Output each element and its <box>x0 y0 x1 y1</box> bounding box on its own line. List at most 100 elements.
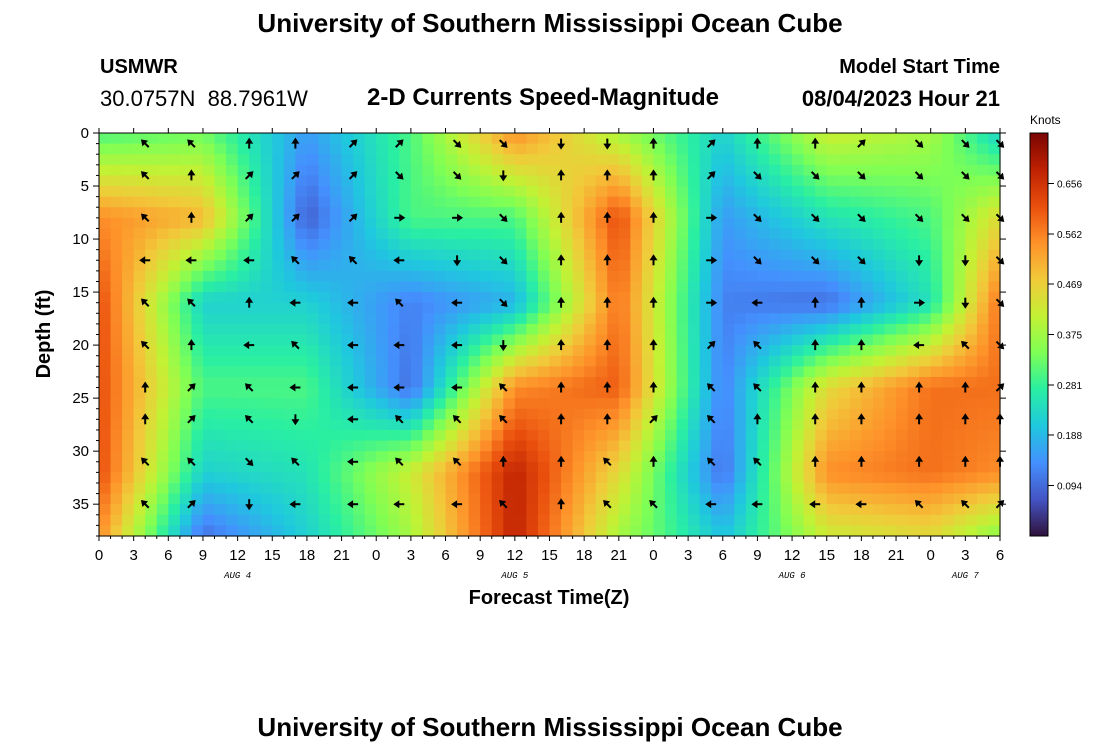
heatmap-cell <box>572 366 585 378</box>
heatmap-cell <box>283 493 296 505</box>
heatmap-cell <box>734 154 747 166</box>
heatmap-cell <box>526 398 539 410</box>
heatmap-cell <box>930 270 943 283</box>
heatmap-cell <box>133 376 146 389</box>
heatmap-cell <box>145 270 158 283</box>
heatmap-cell <box>457 143 470 155</box>
heatmap-cell <box>699 249 712 261</box>
current-vector <box>603 138 612 150</box>
heatmap-cell <box>549 270 562 283</box>
heatmap-cell <box>399 270 412 283</box>
heatmap-cell <box>745 143 759 155</box>
heatmap-cell <box>364 514 377 526</box>
heatmap-cell <box>179 451 193 463</box>
heatmap-cell <box>214 461 227 473</box>
heatmap-cell <box>226 207 239 219</box>
heatmap-cell <box>306 398 320 410</box>
heatmap-cell <box>514 292 527 304</box>
heatmap-cell <box>468 345 481 357</box>
heatmap-cell <box>618 260 631 272</box>
heatmap-cell <box>122 514 135 526</box>
heatmap-cell <box>872 387 886 399</box>
heatmap-cell <box>653 398 666 410</box>
heatmap-cell <box>861 429 874 442</box>
heatmap-cell <box>630 239 643 251</box>
heatmap-cell <box>283 313 296 325</box>
heatmap-cell <box>110 387 123 399</box>
heatmap-cell <box>410 207 424 219</box>
heatmap-cell <box>953 302 966 314</box>
heatmap-cell <box>676 143 689 155</box>
heatmap-cell <box>549 175 562 187</box>
heatmap-cell <box>514 451 527 463</box>
current-vector <box>348 256 358 265</box>
heatmap-cell <box>826 440 839 452</box>
heatmap-cell <box>872 366 886 378</box>
heatmap-cell <box>503 302 516 314</box>
heatmap-cell <box>341 302 354 314</box>
heatmap-cell <box>468 323 481 336</box>
heatmap-cell <box>445 408 458 420</box>
heatmap-cell <box>861 408 874 420</box>
heatmap-cell <box>179 175 193 187</box>
heatmap-cell <box>283 260 296 272</box>
heatmap-cell <box>237 472 250 484</box>
heatmap-cell <box>815 270 828 283</box>
heatmap-cell <box>353 366 366 378</box>
heatmap-cell <box>433 472 447 484</box>
heatmap-cell <box>237 323 250 336</box>
heatmap-cell <box>965 504 978 516</box>
heatmap-cell <box>110 292 123 304</box>
heatmap-cell <box>838 133 851 145</box>
current-vector <box>291 457 300 467</box>
heatmap-cell <box>896 334 909 346</box>
heatmap-cell <box>364 164 377 177</box>
heatmap-cell <box>122 493 135 505</box>
heatmap-cell <box>191 482 204 495</box>
heatmap-cell <box>457 207 470 219</box>
heatmap-cell <box>688 154 701 166</box>
heatmap-cell <box>283 514 296 526</box>
heatmap-cell <box>283 472 296 484</box>
heatmap-cell <box>780 334 793 346</box>
heatmap-cell <box>122 175 135 187</box>
heatmap-cell <box>699 302 712 314</box>
heatmap-cell <box>145 472 158 484</box>
heatmap-cell <box>711 419 724 431</box>
heatmap-cell <box>641 419 655 431</box>
heatmap-cell <box>341 164 354 177</box>
heatmap-cell <box>768 186 782 198</box>
heatmap-cell <box>387 302 400 314</box>
heatmap-cell <box>942 429 955 442</box>
current-vector <box>185 256 197 265</box>
heatmap-cell <box>226 133 239 145</box>
heatmap-cell <box>988 482 1001 495</box>
heatmap-cell <box>665 440 678 452</box>
heatmap-cell <box>976 408 990 420</box>
heatmap-cell <box>353 313 366 325</box>
heatmap-cell <box>976 186 990 198</box>
heatmap-cell <box>422 429 435 442</box>
heatmap-cell <box>468 334 481 346</box>
heatmap-cell <box>237 398 250 410</box>
heatmap-cell <box>561 292 574 304</box>
heatmap-cell <box>537 196 551 208</box>
heatmap-cell <box>976 504 990 516</box>
heatmap-cell <box>792 334 805 346</box>
heatmap-cell <box>537 398 551 410</box>
heatmap-cell <box>179 419 193 431</box>
current-vector <box>395 139 404 148</box>
heatmap-cell <box>99 514 112 526</box>
heatmap-cell <box>942 398 955 410</box>
heatmap-cell <box>907 398 920 410</box>
heatmap-cell <box>745 228 759 240</box>
heatmap-cell <box>145 387 158 399</box>
heatmap-cell <box>364 355 377 367</box>
current-vector <box>140 298 150 307</box>
heatmap-cell <box>537 334 551 346</box>
heatmap-cell <box>260 493 273 505</box>
heatmap-cell <box>711 260 724 272</box>
heatmap-cell <box>757 186 770 198</box>
heatmap-cell <box>849 419 862 431</box>
heatmap-cell <box>976 345 990 357</box>
